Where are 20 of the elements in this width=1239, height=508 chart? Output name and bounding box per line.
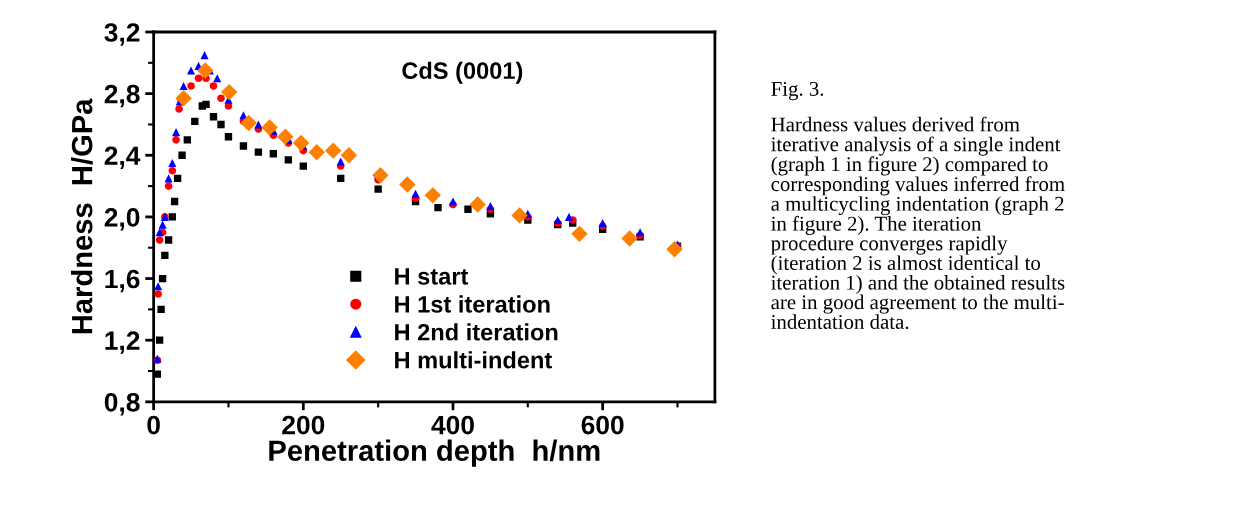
x-tick-label: 600 [581, 415, 624, 435]
x-tick-label: 200 [282, 415, 325, 435]
legend-label: H multi-indent [395, 351, 552, 369]
text: Hardness values derived from iterative analysis of a single indent (graph 1 in figure 2) compared to corresponding values inferred from a multicycling indentation (graph 2 in figure 2). The iteration procedure converges rapidly (iteration 2 is almost identical to iteration 1) and the obtained results are in good agreement to the multi- indentation data. [770, 116, 1065, 330]
y-tick-label: 2,4 [104, 146, 141, 169]
x-tick-label: 400 [431, 415, 474, 435]
legend-label: H start [395, 268, 469, 285]
y-tick-label: 3,2 [104, 23, 140, 46]
y-tick-label: 0,8 [104, 392, 140, 416]
y-tick-label: 1,2 [105, 331, 140, 354]
caption: Fig. 3. [771, 81, 824, 101]
x-axis-title: Penetration depth h/nm [269, 439, 600, 467]
legend-label: H 2nd iteration [395, 323, 558, 341]
y-tick-label: 2,8 [104, 84, 140, 108]
x-tick-label: 0 [147, 415, 160, 435]
legend-label: H 1st iteration [395, 295, 550, 313]
y-axis-title: Hardness H/GPa [71, 98, 93, 334]
y-tick-label: 2,0 [104, 208, 140, 231]
text: CdS (0001) [402, 61, 523, 84]
y-tick-label: 1,6 [105, 269, 140, 293]
